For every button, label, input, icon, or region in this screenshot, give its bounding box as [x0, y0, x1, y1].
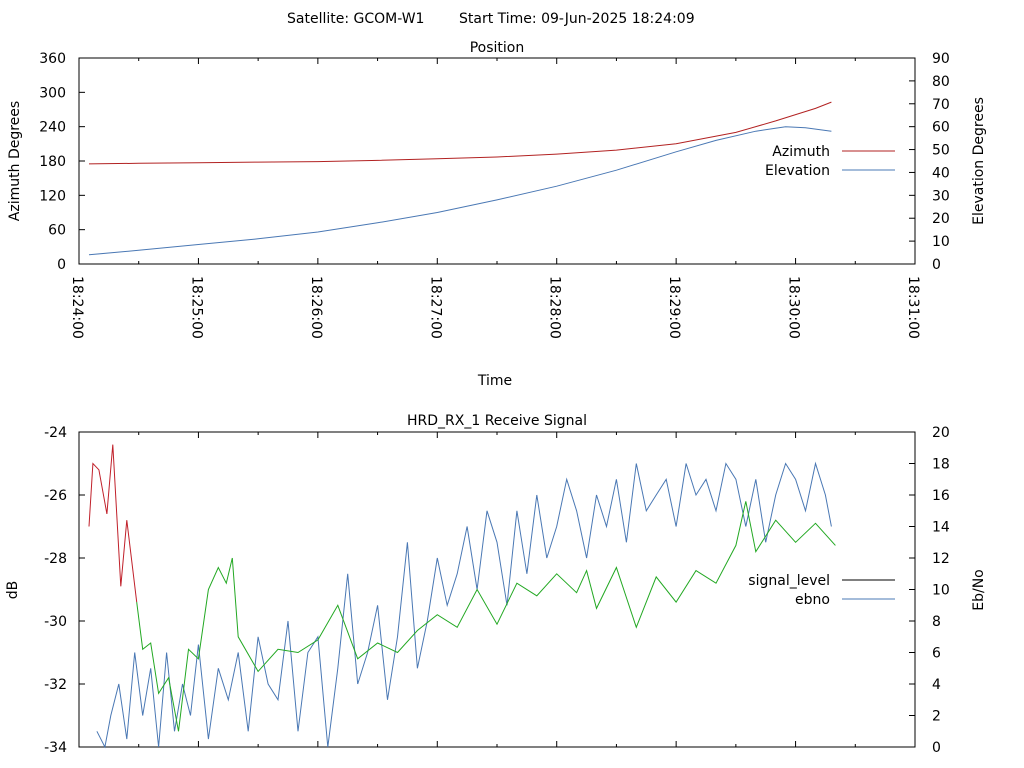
- y-tick-label: 60: [48, 223, 66, 239]
- y2-tick-label: 0: [932, 257, 941, 273]
- y2-tick-label: 20: [932, 211, 950, 227]
- position-ylabel: Azimuth Degrees: [7, 101, 23, 221]
- position-legend: Azimuth Elevation: [765, 144, 895, 179]
- header-start-time: Start Time: 09-Jun-2025 18:24:09: [459, 11, 695, 27]
- x-tick-label: 18:31:00: [905, 276, 921, 339]
- y2-tick-label: 50: [932, 143, 950, 159]
- legend-ebno-label: ebno: [795, 592, 830, 608]
- y2-tick-label: 2: [932, 709, 941, 725]
- signal-chart: HRD_RX_1 Receive Signal -24 -26 -28 -30 -32 -…: [5, 413, 987, 756]
- y-tick-label: 360: [39, 51, 66, 67]
- y2-tick-label: 8: [932, 614, 941, 630]
- signal-ylabel: dB: [5, 581, 21, 600]
- y2-tick-label: 4: [932, 677, 941, 693]
- x-tick-label: 18:25:00: [188, 276, 204, 339]
- x-tick-label: 18:27:00: [427, 276, 443, 339]
- legend-signal-level-label: signal_level: [748, 573, 830, 589]
- position-y2label: Elevation Degrees: [971, 97, 987, 225]
- position-xlabel: Time: [477, 373, 512, 389]
- elevation-series-line: [88, 126, 832, 256]
- signal-y2label: Eb/No: [971, 569, 987, 611]
- y-tick-label: -32: [44, 677, 67, 693]
- legend-elevation-label: Elevation: [765, 163, 830, 179]
- y2-tick-label: 60: [932, 120, 950, 136]
- y2-tick-label: 16: [932, 488, 950, 504]
- signal-legend: signal_level ebno: [748, 573, 895, 608]
- x-tick-label: 18:24:00: [69, 276, 85, 339]
- signal-level-series-line-green: [136, 501, 836, 732]
- x-tick-label: 18:28:00: [547, 276, 563, 339]
- y2-tick-label: 12: [932, 551, 950, 567]
- y-tick-label: 120: [39, 188, 66, 204]
- y2-tick-label: 18: [932, 457, 950, 473]
- y2-tick-label: 0: [932, 740, 941, 756]
- x-tick-label: 18:29:00: [666, 276, 682, 339]
- legend-azimuth-label: Azimuth: [772, 144, 830, 160]
- y2-tick-label: 30: [932, 188, 950, 204]
- y2-tick-label: 14: [932, 520, 950, 536]
- x-tick-label: 18:30:00: [786, 276, 802, 339]
- y-tick-label: 300: [39, 85, 66, 101]
- y2-tick-label: 80: [932, 74, 950, 90]
- azimuth-series-line: [88, 101, 832, 165]
- position-title: Position: [470, 40, 525, 56]
- x-tick-label: 18:26:00: [308, 276, 324, 339]
- y-tick-label: 240: [39, 120, 66, 136]
- y2-tick-label: 10: [932, 234, 950, 250]
- y-tick-label: -34: [44, 740, 67, 756]
- y-tick-label: -28: [44, 551, 67, 567]
- y-tick-label: 180: [39, 154, 66, 170]
- y-tick-label: 0: [57, 257, 66, 273]
- y2-tick-label: 70: [932, 97, 950, 113]
- signal-title: HRD_RX_1 Receive Signal: [407, 413, 587, 429]
- ebno-series-line: [96, 461, 832, 749]
- y2-tick-label: 40: [932, 165, 950, 181]
- y2-tick-label: 6: [932, 646, 941, 662]
- y-tick-label: -26: [44, 488, 67, 504]
- y2-tick-label: 90: [932, 51, 950, 67]
- signal-level-series-line-red: [88, 444, 138, 603]
- y2-tick-label: 10: [932, 583, 950, 599]
- position-chart: Position 0 60 120 180 240 300 360 0 10 20 30 40 50 6…: [7, 40, 987, 389]
- header-satellite: Satellite: GCOM-W1: [287, 11, 424, 27]
- y-tick-label: -24: [44, 425, 67, 441]
- y2-tick-label: 20: [932, 425, 950, 441]
- position-plot-frame: [78, 57, 916, 265]
- y-tick-label: -30: [44, 614, 67, 630]
